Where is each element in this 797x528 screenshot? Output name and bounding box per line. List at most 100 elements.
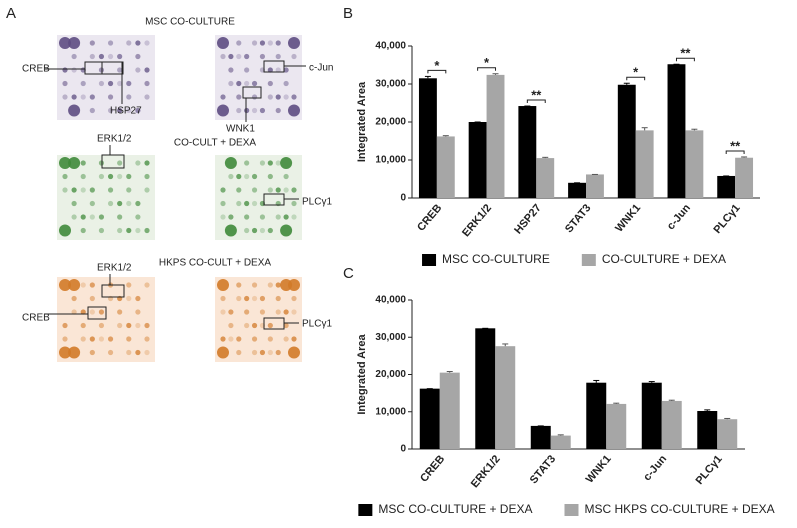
blot-spot	[68, 37, 81, 49]
blot-spot	[117, 67, 123, 73]
x-tick-label: ERK1/2	[460, 202, 494, 239]
callout-box	[101, 284, 125, 298]
blot-spot	[224, 224, 237, 237]
blot-spot	[59, 346, 71, 359]
blot-spot	[80, 227, 86, 234]
blot-spot	[220, 309, 226, 315]
blot-spot	[291, 53, 297, 60]
y-tick-label: 30,000	[375, 79, 406, 90]
blot-spot	[135, 40, 141, 46]
significance-bracket	[526, 99, 546, 104]
blot-spot	[267, 349, 273, 356]
significance-label: **	[531, 87, 542, 102]
significance-bracket	[626, 76, 646, 81]
y-tick-label: 10,000	[375, 406, 406, 417]
blot-spot	[107, 200, 114, 207]
blot-spot	[275, 94, 281, 100]
blot-spot	[71, 53, 77, 60]
blot-spot	[89, 53, 95, 60]
blot-spot	[62, 336, 68, 342]
blot-label: PLCγ1	[302, 319, 332, 330]
blot-spot	[107, 94, 114, 100]
x-tick-label: CREB	[415, 202, 444, 234]
significance-bracket	[675, 57, 695, 62]
blot-spot	[89, 94, 95, 100]
blot-spot	[59, 279, 71, 291]
blot-spot	[267, 187, 273, 193]
blot-spot	[220, 53, 226, 60]
blot-spot	[98, 227, 105, 234]
blot-membrane	[215, 277, 302, 362]
blot-spot	[126, 40, 132, 46]
blot-spot	[144, 67, 150, 73]
blot-spot	[126, 336, 132, 342]
x-tick-label: c-Jun	[641, 453, 669, 483]
blot-spot	[117, 173, 123, 180]
blot-spot	[107, 40, 114, 46]
bar	[735, 157, 754, 198]
bar	[475, 328, 496, 449]
blot-spot	[71, 200, 77, 207]
blot-spot	[135, 295, 141, 302]
blot-spot	[107, 187, 114, 193]
bar	[617, 84, 636, 198]
blot-spot	[267, 336, 273, 342]
blot-spot	[107, 349, 114, 356]
blot-label: PLCγ1	[302, 197, 332, 208]
significance-bracket	[477, 67, 497, 71]
blot-spot	[267, 173, 273, 180]
blot-spot	[280, 224, 293, 237]
blot-spot	[236, 187, 242, 193]
blot-spot	[275, 67, 281, 73]
blot-spot	[117, 309, 123, 315]
blot-title: HKPS CO-CULT + DEXA	[159, 258, 271, 269]
blot-spot	[236, 336, 242, 342]
blot-spot	[288, 104, 300, 117]
blot-spot	[244, 322, 250, 329]
blot-spot	[288, 346, 300, 359]
blot-spot	[251, 80, 258, 87]
blot-spot	[291, 295, 297, 302]
blot-spot	[251, 40, 258, 46]
blot-spot	[71, 295, 77, 302]
blot-spot	[236, 349, 242, 356]
blot-spot	[275, 107, 281, 114]
y-tick-label: 40,000	[375, 295, 406, 306]
blot-spot	[98, 80, 105, 87]
bar	[419, 388, 440, 449]
blot-spot	[98, 322, 105, 329]
blot-spot	[71, 309, 77, 315]
blot-spot	[62, 322, 68, 329]
x-tick-label: CREB	[418, 453, 447, 485]
blot-spot	[267, 67, 273, 73]
bar	[635, 130, 654, 198]
blot-spot	[89, 107, 95, 114]
blot-spot	[126, 227, 132, 234]
blot-spot	[62, 94, 68, 100]
legend-item: MSC CO-CULTURE + DEXA	[358, 502, 532, 516]
blot-spot	[80, 94, 86, 100]
blot-spot	[267, 40, 273, 46]
blot-spot	[220, 187, 226, 193]
y-tick-label: 0	[400, 193, 406, 204]
bar	[685, 130, 704, 198]
blot-spot	[107, 107, 114, 114]
blot-spot	[217, 37, 229, 49]
blot-spot	[220, 336, 226, 342]
blot-spot	[244, 214, 250, 220]
blot-spot	[71, 187, 77, 193]
blot-spot	[228, 67, 234, 73]
blot-spot	[135, 67, 141, 73]
blot-spot	[275, 309, 281, 315]
blot-spot	[275, 53, 281, 60]
blot-spot	[283, 94, 289, 100]
bar	[717, 175, 736, 198]
blot-membrane	[57, 155, 155, 240]
blot-spot	[89, 336, 95, 342]
blot-spot	[275, 187, 281, 193]
x-tick-label: WNK1	[613, 202, 643, 235]
blot-spot	[144, 322, 150, 329]
blot-spot	[135, 349, 141, 356]
blot-spot	[244, 173, 250, 180]
